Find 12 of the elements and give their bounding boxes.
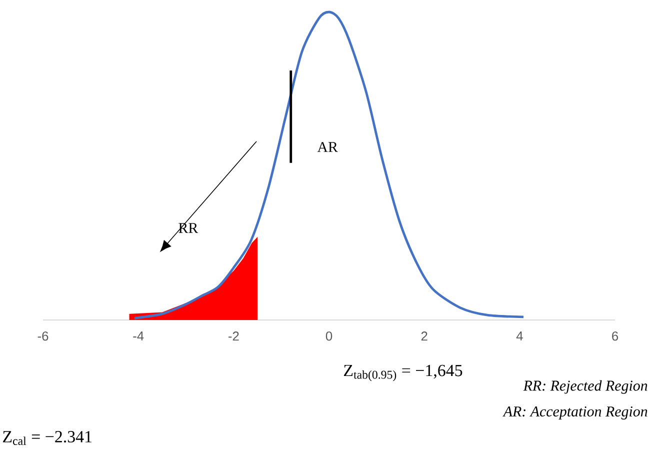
x-tick-label: 0 — [326, 332, 332, 341]
text: Z$_{tab(0.95)}$ = −1,645 — [344, 364, 462, 382]
x-tick-label: 2 — [421, 332, 428, 341]
x-tick-label: 4 — [516, 332, 523, 340]
x-tick-label: -6 — [38, 332, 48, 341]
x-tick-label: 6 — [612, 332, 618, 341]
text: RR: Rejected Region — [523, 380, 648, 394]
text: AR: Acceptation Region — [502, 406, 648, 420]
annotation: AR — [317, 142, 338, 152]
text: Z$_{cal}$ = −2.341 — [3, 431, 92, 445]
x-tick-label: -4 — [133, 332, 144, 340]
x-tick-label: -2 — [228, 332, 239, 341]
